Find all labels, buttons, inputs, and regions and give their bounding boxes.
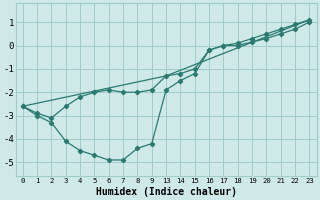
X-axis label: Humidex (Indice chaleur): Humidex (Indice chaleur) bbox=[96, 186, 236, 197]
